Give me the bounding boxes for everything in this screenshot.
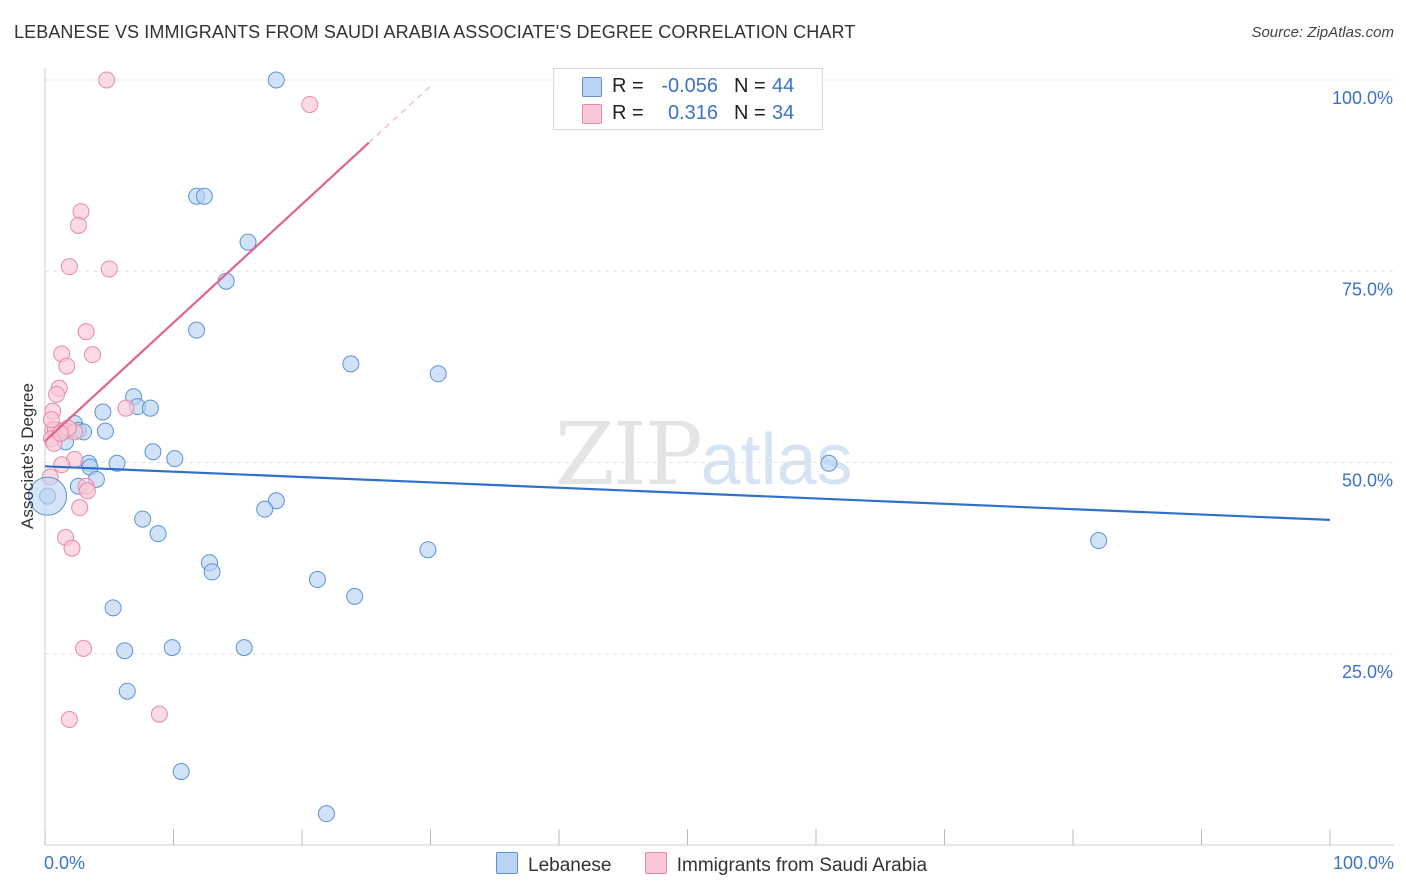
saudi-point: [301, 95, 319, 113]
lebanese-point: [203, 563, 221, 581]
points-layer: [28, 71, 1108, 823]
r-value: -0.056: [661, 75, 718, 97]
stats-row-lebanese: R = -0.056 N = 44: [554, 73, 822, 101]
n-value: 44: [772, 75, 795, 97]
lebanese-point: [267, 492, 285, 510]
lebanese-point: [239, 233, 257, 251]
lebanese-point: [166, 450, 184, 468]
lebanese-point: [235, 639, 253, 657]
saudi-point: [42, 411, 60, 429]
lebanese-point: [149, 525, 167, 543]
saudi-point: [77, 323, 95, 341]
saudi-point: [75, 639, 93, 657]
saudi-point: [48, 385, 66, 403]
n-label: N =: [734, 102, 766, 124]
lebanese-point: [1090, 532, 1108, 550]
saudi-swatch: [644, 852, 667, 874]
n-label: N =: [734, 75, 766, 97]
legend-item-saudi[interactable]: Immigrants from Saudi Arabia: [644, 852, 928, 877]
lebanese-point: [141, 399, 159, 417]
y-tick-label: 75.0%: [1342, 279, 1393, 299]
saudi-point: [60, 711, 78, 729]
lebanese-point: [134, 510, 152, 528]
lebanese-point: [118, 682, 136, 700]
lebanese-point: [108, 454, 126, 472]
lebanese-point: [144, 443, 162, 461]
saudi-point: [98, 71, 116, 89]
y-tick-label: 100.0%: [1332, 88, 1393, 108]
r-value: 0.316: [667, 102, 718, 124]
lebanese-point: [346, 587, 364, 605]
r-label: R =: [612, 75, 644, 97]
series-legend: Lebanese Immigrants from Saudi Arabia: [496, 852, 955, 876]
lebanese-point: [96, 422, 114, 440]
grid-layer: [45, 79, 1394, 655]
stats-legend: R = -0.056 N = 44 R = 0.316 N = 34: [553, 68, 823, 130]
lebanese-swatch: [496, 852, 518, 874]
saudi-point: [150, 705, 168, 723]
r-label: R =: [612, 102, 644, 124]
y-tick-label: 50.0%: [1342, 471, 1393, 491]
lebanese-point: [820, 454, 838, 472]
lebanese-point: [163, 639, 181, 657]
lebanese-point: [172, 763, 190, 781]
x-tick-label: 100.0%: [1333, 853, 1394, 873]
y-tick-label: 25.0%: [1342, 662, 1393, 682]
saudi-point: [84, 346, 102, 364]
lebanese-point: [256, 500, 274, 518]
lebanese-swatch: [582, 77, 602, 97]
trend-layer: [44, 85, 1331, 521]
lebanese-point: [419, 541, 437, 559]
tick-label-layer: 25.0% 50.0% 75.0% 100.0% 0.0% 100.0%: [44, 88, 1394, 873]
lebanese-point-large: [28, 476, 68, 516]
stats-row-saudi: R = 0.316 N = 34: [554, 100, 822, 128]
axis-layer: [44, 68, 1394, 846]
saudi-point: [58, 357, 76, 375]
lebanese-point: [104, 599, 122, 617]
saudi-point: [60, 258, 78, 276]
saudi-trend-extension: [368, 85, 431, 144]
saudi-swatch: [582, 104, 602, 124]
source-label: Source: ZipAtlas.com: [1251, 24, 1394, 41]
legend-item-lebanese[interactable]: Lebanese: [496, 852, 611, 877]
saudi-point: [53, 456, 71, 474]
saudi-point: [69, 216, 87, 234]
lebanese-point: [342, 355, 360, 373]
lebanese-point: [317, 805, 335, 823]
x-tick-label: 0.0%: [44, 853, 85, 873]
saudi-point: [117, 399, 135, 417]
saudi-point: [78, 482, 96, 500]
saudi-point: [100, 260, 118, 278]
lebanese-point: [308, 571, 326, 589]
saudi-point: [63, 539, 81, 557]
lebanese-point: [195, 187, 213, 205]
chart-title: LEBANESE VS IMMIGRANTS FROM SAUDI ARABIA…: [14, 22, 856, 42]
lebanese-point: [188, 321, 206, 339]
lebanese-trend-line: [44, 465, 1331, 521]
lebanese-point: [116, 642, 134, 660]
legend-label-saudi: Immigrants from Saudi Arabia: [676, 855, 928, 876]
y-axis-label: Associate's Degree: [18, 383, 37, 529]
lebanese-point: [94, 403, 112, 421]
n-value: 34: [772, 102, 795, 124]
lebanese-point: [429, 365, 447, 383]
saudi-point: [71, 499, 89, 517]
lebanese-point: [267, 71, 285, 89]
saudi-trend-line: [44, 141, 370, 442]
legend-label-lebanese: Lebanese: [528, 855, 612, 876]
saudi-point: [72, 203, 90, 221]
